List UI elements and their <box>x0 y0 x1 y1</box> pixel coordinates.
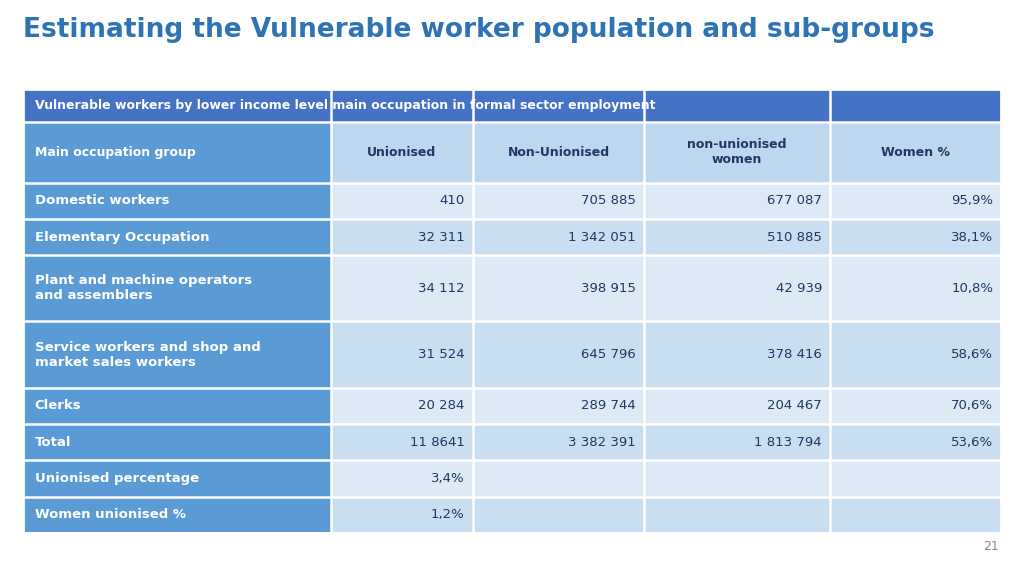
Text: Women unionised %: Women unionised % <box>35 508 185 521</box>
Bar <box>830 424 1001 460</box>
Bar <box>331 255 473 321</box>
Text: 32 311: 32 311 <box>418 230 465 244</box>
Text: 410: 410 <box>439 194 465 207</box>
Bar <box>23 424 331 460</box>
Bar <box>23 321 331 388</box>
Text: non-unionised
women: non-unionised women <box>687 138 786 166</box>
Bar <box>644 255 830 321</box>
Bar <box>23 89 1001 533</box>
Text: Unionised percentage: Unionised percentage <box>35 472 199 485</box>
Bar <box>644 183 830 219</box>
Text: 38,1%: 38,1% <box>951 230 993 244</box>
Bar <box>830 255 1001 321</box>
Bar <box>830 183 1001 219</box>
Bar <box>830 219 1001 255</box>
Bar <box>830 321 1001 388</box>
Bar <box>473 460 644 497</box>
Text: Estimating the Vulnerable worker population and sub-groups: Estimating the Vulnerable worker populat… <box>23 17 934 43</box>
Bar <box>473 388 644 424</box>
Bar <box>644 122 830 183</box>
Text: 1 342 051: 1 342 051 <box>568 230 636 244</box>
Text: 95,9%: 95,9% <box>951 194 993 207</box>
Bar <box>331 460 473 497</box>
Text: Unionised: Unionised <box>368 146 436 159</box>
Bar <box>23 497 331 533</box>
Bar <box>331 497 473 533</box>
Text: Plant and machine operators
and assemblers: Plant and machine operators and assemble… <box>35 274 252 302</box>
Bar <box>473 255 644 321</box>
Text: 510 885: 510 885 <box>767 230 822 244</box>
Text: 11 8641: 11 8641 <box>410 435 465 449</box>
Text: 34 112: 34 112 <box>418 282 465 295</box>
Bar <box>830 122 1001 183</box>
Text: 645 796: 645 796 <box>582 348 636 361</box>
Bar <box>644 321 830 388</box>
Bar <box>830 460 1001 497</box>
Bar <box>331 388 473 424</box>
Text: 204 467: 204 467 <box>767 399 822 412</box>
Text: 3,4%: 3,4% <box>431 472 465 485</box>
Text: 53,6%: 53,6% <box>951 435 993 449</box>
Bar <box>644 460 830 497</box>
Bar <box>23 219 331 255</box>
Bar <box>331 321 473 388</box>
Text: Main occupation group: Main occupation group <box>35 146 196 159</box>
Text: 3 382 391: 3 382 391 <box>568 435 636 449</box>
Bar <box>23 183 331 219</box>
Bar <box>331 183 473 219</box>
Text: 1 813 794: 1 813 794 <box>755 435 822 449</box>
Bar <box>331 219 473 255</box>
Text: 70,6%: 70,6% <box>951 399 993 412</box>
Bar <box>23 388 331 424</box>
Text: 289 744: 289 744 <box>582 399 636 412</box>
Bar <box>473 219 644 255</box>
Bar <box>830 388 1001 424</box>
Bar <box>23 122 331 183</box>
Bar <box>23 89 1001 122</box>
Bar <box>830 497 1001 533</box>
Text: Women %: Women % <box>882 146 950 159</box>
Bar <box>473 424 644 460</box>
Text: Vulnerable workers by lower income level main occupation in formal sector employ: Vulnerable workers by lower income level… <box>35 99 655 112</box>
Bar <box>644 497 830 533</box>
Bar <box>644 219 830 255</box>
Text: 677 087: 677 087 <box>767 194 822 207</box>
Bar <box>644 388 830 424</box>
Text: 705 885: 705 885 <box>581 194 636 207</box>
Text: 378 416: 378 416 <box>767 348 822 361</box>
Bar <box>473 497 644 533</box>
Text: Service workers and shop and
market sales workers: Service workers and shop and market sale… <box>35 340 260 369</box>
Text: Non-Unionised: Non-Unionised <box>508 146 609 159</box>
Bar <box>473 122 644 183</box>
Text: 31 524: 31 524 <box>418 348 465 361</box>
Text: 1,2%: 1,2% <box>431 508 465 521</box>
Text: 21: 21 <box>983 540 998 553</box>
Text: Elementary Occupation: Elementary Occupation <box>35 230 209 244</box>
Bar <box>331 424 473 460</box>
Bar <box>23 255 331 321</box>
Text: 20 284: 20 284 <box>418 399 465 412</box>
Text: Domestic workers: Domestic workers <box>35 194 169 207</box>
Text: 42 939: 42 939 <box>775 282 822 295</box>
Text: Clerks: Clerks <box>35 399 82 412</box>
Bar <box>644 424 830 460</box>
Bar <box>473 183 644 219</box>
Text: Total: Total <box>35 435 72 449</box>
Text: 10,8%: 10,8% <box>951 282 993 295</box>
Bar <box>331 122 473 183</box>
Text: 398 915: 398 915 <box>581 282 636 295</box>
Bar <box>473 321 644 388</box>
Bar <box>23 460 331 497</box>
Text: 58,6%: 58,6% <box>951 348 993 361</box>
